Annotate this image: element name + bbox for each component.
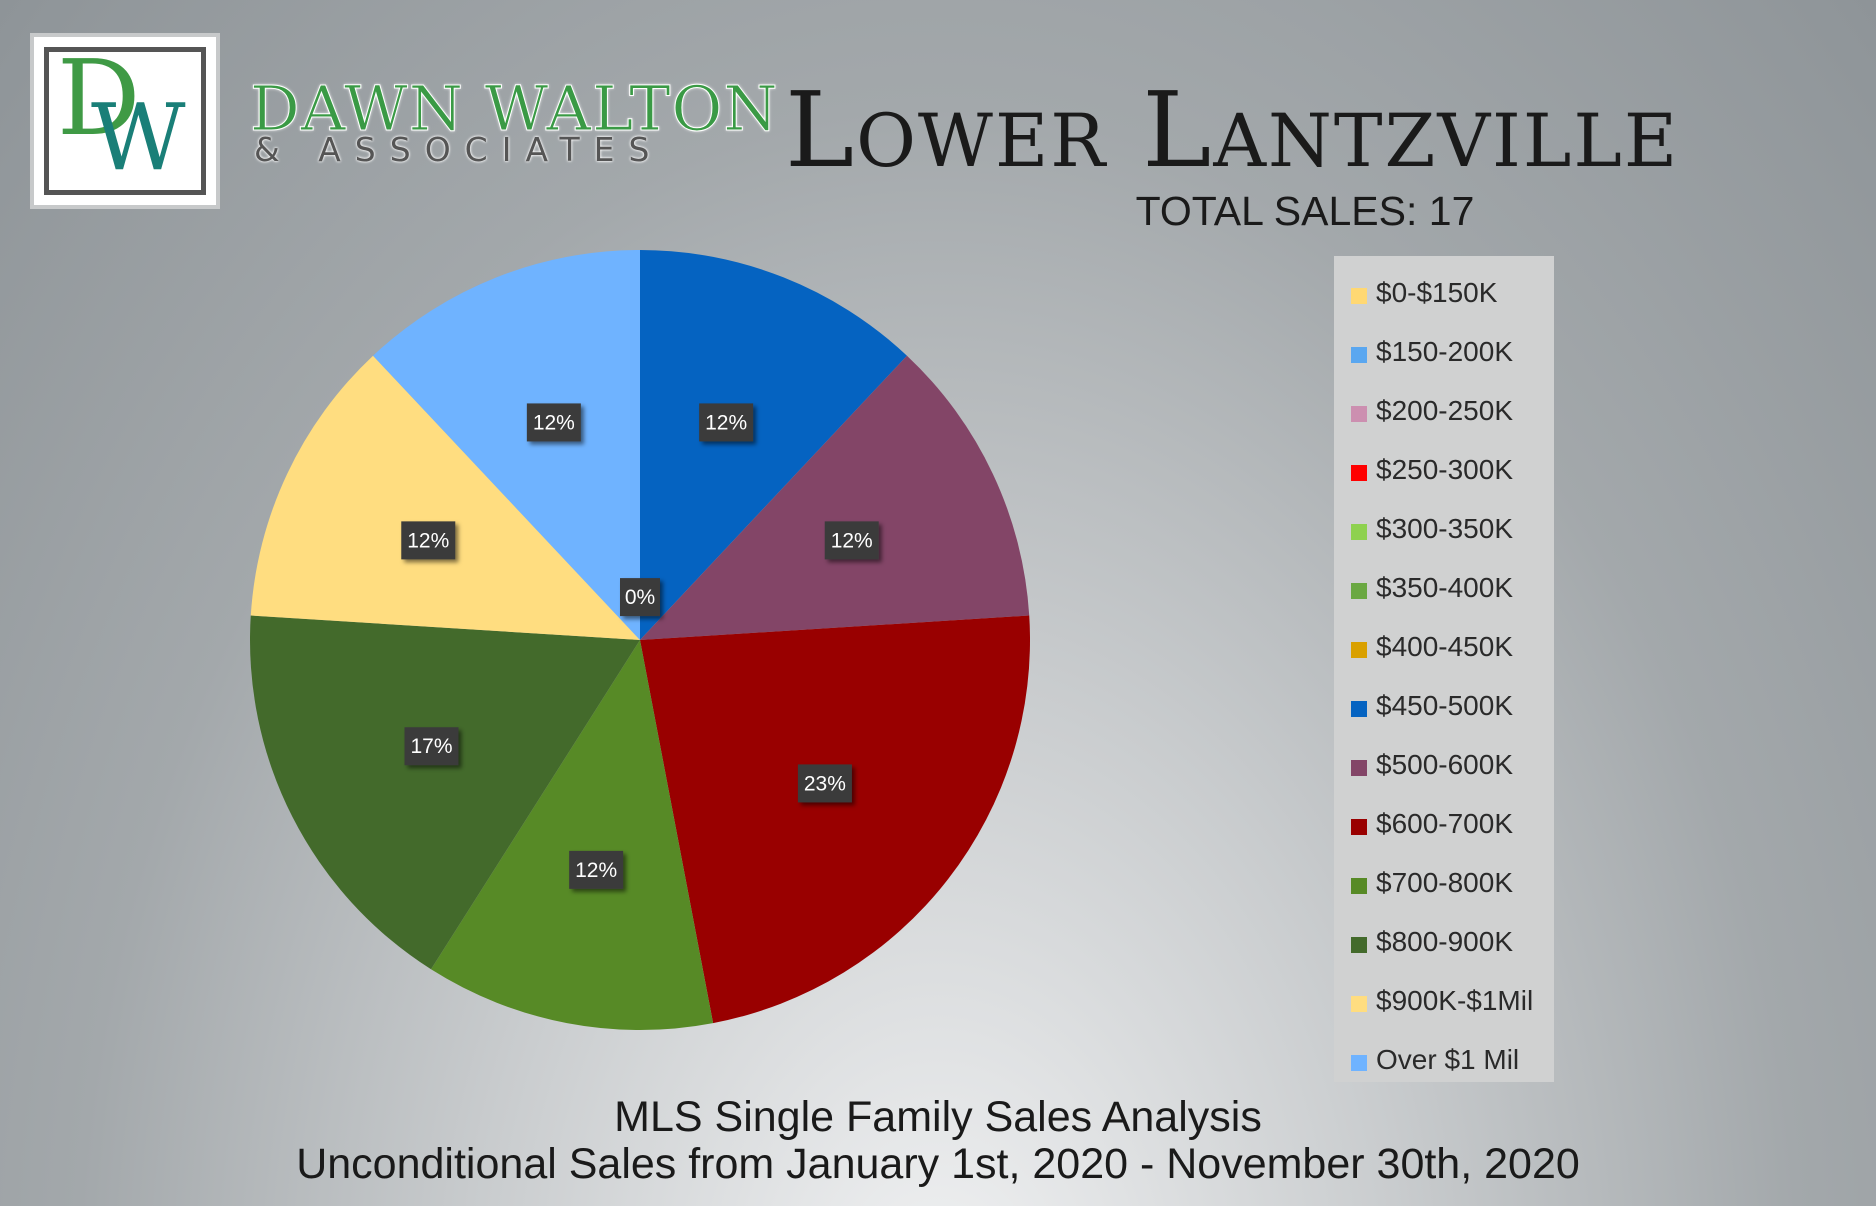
legend-label: $200-250K [1376, 395, 1514, 426]
legend-label: Over $1 Mil [1376, 1044, 1520, 1075]
legend-swatch [1351, 937, 1367, 953]
legend-item: $400-450K [1334, 620, 1554, 679]
pie-slice [640, 355, 1030, 640]
legend-swatch [1351, 347, 1367, 363]
slice-label-box [404, 727, 459, 766]
legend: $0-$150K $150-200K $200-250K $250-300K $300-… [1334, 256, 1554, 1082]
legend-label: $800-900K [1376, 926, 1514, 957]
slice-label-text: 12% [407, 529, 449, 552]
legend-label: $900K-$1Mil [1376, 985, 1534, 1016]
legend-item: $0-$150K [1334, 266, 1554, 325]
legend-label: $350-400K [1376, 572, 1514, 603]
legend-item: Over $1 Mil [1334, 1033, 1554, 1092]
legend-item: $200-250K [1334, 384, 1554, 443]
slice-label-box [569, 850, 624, 889]
legend-label: $300-350K [1376, 513, 1514, 544]
slice-label: 17% [404, 727, 459, 766]
slice-label: 12% [526, 403, 581, 442]
brand-subtitle: & ASSOCIATES [254, 130, 664, 169]
slice-label-text: 0% [625, 586, 655, 609]
legend-swatch [1351, 701, 1367, 717]
slice-label-box [699, 403, 754, 442]
slice-label: 12% [401, 521, 456, 560]
pie-slice [250, 355, 640, 640]
legend-label: $250-300K [1376, 454, 1514, 485]
legend-swatch [1351, 760, 1367, 776]
legend-swatch [1351, 406, 1367, 422]
slice-label-text: 12% [705, 411, 747, 434]
logo-frame: D W [44, 47, 206, 195]
legend-label: $150-200K [1376, 336, 1514, 367]
slice-label: 0% [620, 578, 660, 617]
slice-label: 12% [569, 850, 624, 889]
slice-label: 12% [824, 521, 879, 560]
legend-swatch [1351, 524, 1367, 540]
slice-label-text: 23% [804, 772, 846, 795]
page-title: Lower Lantzville [785, 69, 1680, 191]
logo-monogram-d: D [57, 47, 141, 159]
legend-item: $150-200K [1334, 325, 1554, 384]
slice-label: 23% [797, 764, 852, 803]
logo-monogram-w: W [91, 84, 186, 191]
footer-title: MLS Single Family Sales Analysis [614, 1093, 1262, 1141]
legend-item: $700-800K [1334, 856, 1554, 915]
pie-slice [431, 640, 714, 1030]
legend-item: $250-300K [1334, 443, 1554, 502]
slice-label-box [797, 764, 852, 803]
legend-item: $900K-$1Mil [1334, 974, 1554, 1033]
slice-label-box [401, 521, 456, 560]
legend-swatch [1351, 642, 1367, 658]
legend-item: $350-400K [1334, 561, 1554, 620]
pie-slice [640, 250, 907, 640]
legend-swatch [1351, 878, 1367, 894]
legend-label: $500-600K [1376, 749, 1514, 780]
slice-label-text: 17% [410, 735, 452, 758]
slice-label-box [526, 403, 581, 442]
legend-swatch [1351, 1055, 1367, 1071]
slice-label: 12% [699, 403, 754, 442]
legend-label: $400-450K [1376, 631, 1514, 662]
slice-label-text: 12% [831, 529, 873, 552]
slice-label-box [620, 578, 660, 617]
legend-item: $500-600K [1334, 738, 1554, 797]
pie-slice [373, 250, 640, 640]
footer-date-range: Unconditional Sales from January 1st, 20… [296, 1140, 1580, 1188]
slice-label-box [824, 521, 879, 560]
legend-swatch [1351, 819, 1367, 835]
slice-label-text: 12% [575, 859, 617, 882]
total-sales: TOTAL SALES: 17 [1135, 188, 1475, 234]
pie-slice [249, 615, 640, 970]
legend-swatch [1351, 465, 1367, 481]
legend-swatch [1351, 583, 1367, 599]
brand-name: DAWN WALTON [250, 72, 779, 146]
pie-slice [640, 615, 1030, 1024]
legend-label: $700-800K [1376, 867, 1514, 898]
logo: D W [30, 33, 220, 209]
legend-label: $600-700K [1376, 808, 1514, 839]
slice-label-text: 12% [533, 411, 575, 434]
legend-label: $0-$150K [1376, 277, 1498, 308]
legend-item: $800-900K [1334, 915, 1554, 974]
legend-item: $450-500K [1334, 679, 1554, 738]
legend-swatch [1351, 996, 1367, 1012]
legend-item: $300-350K [1334, 502, 1554, 561]
legend-item: $600-700K [1334, 797, 1554, 856]
legend-label: $450-500K [1376, 690, 1514, 721]
legend-swatch [1351, 288, 1367, 304]
